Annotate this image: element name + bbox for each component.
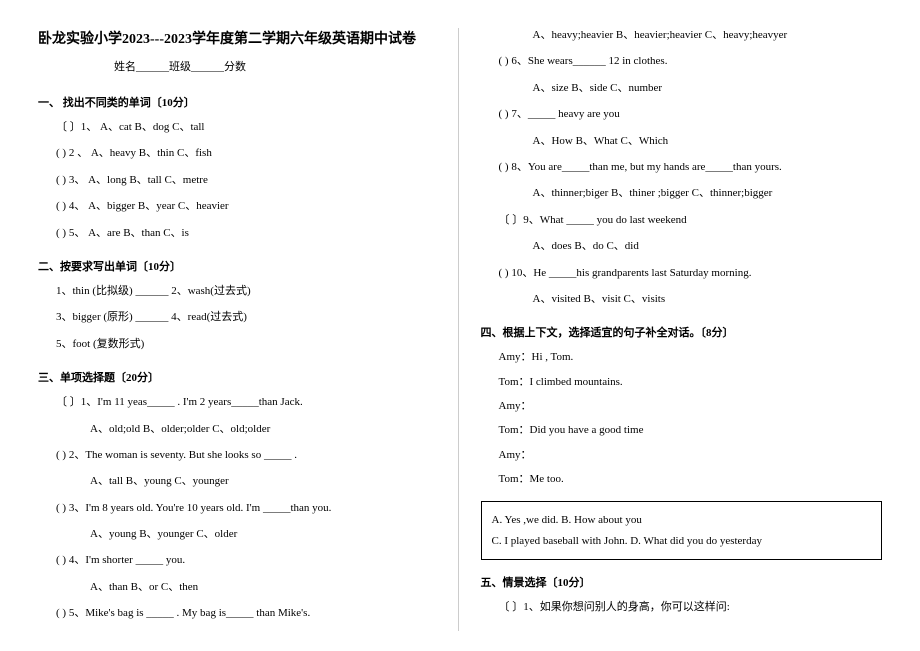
section2-header: 二、按要求写出单词〔10分〕 bbox=[38, 258, 440, 274]
s3-q10-options: A、visited B、visit C、visits bbox=[481, 292, 883, 307]
s3-q3-options: A、young B、younger C、older bbox=[38, 527, 440, 542]
s4-l3: Amy： bbox=[481, 399, 883, 414]
s3-q5: ( ) 5、Mike's bag is _____ . My bag is___… bbox=[38, 606, 440, 621]
s4-l6: Tom：Me too. bbox=[481, 472, 883, 487]
s3-q10: ( ) 10、He _____his grandparents last Sat… bbox=[481, 266, 883, 281]
section3-header: 三、单项选择题〔20分〕 bbox=[38, 369, 440, 385]
s1-q4: ( ) 4、 A、bigger B、year C、heavier bbox=[38, 199, 440, 214]
s3-q2: ( ) 2、The woman is seventy. But she look… bbox=[38, 448, 440, 463]
s1-q2: ( ) 2 、 A、heavy B、thin C、fish bbox=[38, 146, 440, 161]
name-class-score: 姓名______班级______分数 bbox=[38, 58, 440, 74]
dialogue-options-box: A. Yes ,we did. B. How about you C. I pl… bbox=[481, 501, 883, 561]
s1-q3: ( ) 3、 A、long B、tall C、metre bbox=[38, 173, 440, 188]
s3-q9: 〔 〕9、What _____ you do last weekend bbox=[481, 213, 883, 228]
s3-q7: ( ) 7、_____ heavy are you bbox=[481, 107, 883, 122]
s3-q1: 〔 〕1、I'm 11 yeas_____ . I'm 2 years_____… bbox=[38, 395, 440, 410]
s3-q4-options: A、than B、or C、then bbox=[38, 580, 440, 595]
exam-title: 卧龙实验小学2023---2023学年度第二学期六年级英语期中试卷 bbox=[38, 28, 440, 48]
section5-header: 五、情景选择〔10分〕 bbox=[481, 574, 883, 590]
s3-q3: ( ) 3、I'm 8 years old. You're 10 years o… bbox=[38, 501, 440, 516]
s4-l1: Amy：Hi , Tom. bbox=[481, 350, 883, 365]
s3-q2-options: A、tall B、young C、younger bbox=[38, 474, 440, 489]
s5-q1: 〔 〕1、如果你想问别人的身高，你可以这样问: bbox=[481, 600, 883, 615]
s3-q6-options: A、size B、side C、number bbox=[481, 81, 883, 96]
left-column: 卧龙实验小学2023---2023学年度第二学期六年级英语期中试卷 姓名____… bbox=[38, 28, 459, 631]
section1-header: 一、 找出不同类的单词〔10分〕 bbox=[38, 94, 440, 110]
s1-q1: 〔 〕1、 A、cat B、dog C、tall bbox=[38, 120, 440, 135]
s3-q6: ( ) 6、She wears______ 12 in clothes. bbox=[481, 54, 883, 69]
s2-l2: 3、bigger (原形) ______ 4、read(过去式) bbox=[38, 310, 440, 325]
s3-q4: ( ) 4、I'm shorter _____ you. bbox=[38, 553, 440, 568]
s3-q9-options: A、does B、do C、did bbox=[481, 239, 883, 254]
box-line2: C. I played baseball with John. D. What … bbox=[492, 531, 872, 552]
box-line1: A. Yes ,we did. B. How about you bbox=[492, 510, 872, 531]
right-column: A、heavy;heavier B、heavier;heavier C、heav… bbox=[459, 28, 883, 631]
s3-q5-options: A、heavy;heavier B、heavier;heavier C、heav… bbox=[481, 28, 883, 43]
s3-q7-options: A、How B、What C、Which bbox=[481, 134, 883, 149]
s2-l1: 1、thin (比拟级) ______ 2、wash(过去式) bbox=[38, 284, 440, 299]
s4-l4: Tom：Did you have a good time bbox=[481, 423, 883, 438]
s4-l5: Amy： bbox=[481, 448, 883, 463]
s1-q5: ( ) 5、 A、are B、than C、is bbox=[38, 226, 440, 241]
s3-q1-options: A、old;old B、older;older C、old;older bbox=[38, 422, 440, 437]
s4-l2: Tom：I climbed mountains. bbox=[481, 375, 883, 390]
s3-q8: ( ) 8、You are_____than me, but my hands … bbox=[481, 160, 883, 175]
s3-q8-options: A、thinner;biger B、thiner ;bigger C、thinn… bbox=[481, 186, 883, 201]
section4-header: 四、根据上下文，选择适宜的句子补全对话。〔8分〕 bbox=[481, 324, 883, 340]
s2-l3: 5、foot (复数形式) bbox=[38, 337, 440, 352]
